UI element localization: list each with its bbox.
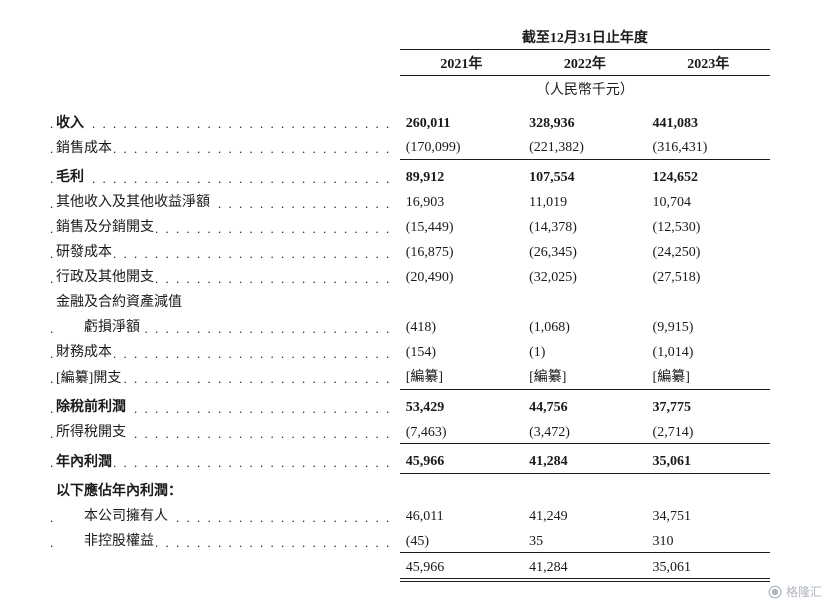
row-label-selling-exp: 銷售及分銷開支 (50, 214, 400, 239)
cell-nci-y2: 35 (523, 528, 646, 553)
cell-nci-y3: 310 (647, 528, 770, 553)
cell-pbt-y1: 53,429 (400, 394, 523, 419)
row-label-fin-impair-net: 虧損淨額 (50, 314, 400, 339)
cell-pbt-y2: 44,756 (523, 394, 646, 419)
header-year-2: 2022年 (523, 50, 646, 76)
row-label-admin-exp: 行政及其他開支 (50, 264, 400, 289)
cell-selling-exp-y2: (14,378) (523, 214, 646, 239)
watermark: 格隆汇 (768, 583, 822, 600)
cell-cost-of-sales-y3: (316,431) (647, 134, 770, 159)
cell-rd-cost-y2: (26,345) (523, 239, 646, 264)
cell-other-income-y1: 16,903 (400, 189, 523, 214)
cell-owners-y3: 34,751 (647, 503, 770, 528)
cell-cost-of-sales-y1: (170,099) (400, 134, 523, 159)
row-label-gross-profit: 毛利 (50, 164, 400, 189)
row-label-pbt: 除稅前利潤 (50, 394, 400, 419)
row-label-other-income: 其他收入及其他收益淨額 (50, 189, 400, 214)
row-label-nci: 非控股權益 (50, 528, 400, 553)
cell-admin-exp-y3: (27,518) (647, 264, 770, 289)
cell-gross-profit-y1: 89,912 (400, 164, 523, 189)
cell-net-profit-y3: 35,061 (647, 448, 770, 473)
cell-revenue-y2: 328,936 (523, 109, 646, 134)
cell-income-tax-y2: (3,472) (523, 419, 646, 444)
cell-gross-profit-y3: 124,652 (647, 164, 770, 189)
cell-nci-y1: (45) (400, 528, 523, 553)
cell-fin-impair-net-y3: (9,915) (647, 314, 770, 339)
row-label-revenue: 收入 (50, 109, 400, 134)
row-label-fin-cost: 財務成本 (50, 339, 400, 364)
row-label-redacted: [編纂]開支 (50, 364, 400, 390)
cell-net-profit-y2: 41,284 (523, 448, 646, 473)
cell-owners-y1: 46,011 (400, 503, 523, 528)
cell-rd-cost-y3: (24,250) (647, 239, 770, 264)
row-label-income-tax: 所得稅開支 (50, 419, 400, 444)
cell-fin-impair-net-y2: (1,068) (523, 314, 646, 339)
cell-selling-exp-y3: (12,530) (647, 214, 770, 239)
cell-cost-of-sales-y2: (221,382) (523, 134, 646, 159)
header-unit: （人民幣千元） (400, 76, 770, 102)
row-label-owners: 本公司擁有人 (50, 503, 400, 528)
header-title: 截至12月31日止年度 (400, 24, 770, 50)
cell-admin-exp-y1: (20,490) (400, 264, 523, 289)
cell-other-income-y3: 10,704 (647, 189, 770, 214)
cell-fin-cost-y2: (1) (523, 339, 646, 364)
cell-gross-profit-y2: 107,554 (523, 164, 646, 189)
watermark-text: 格隆汇 (786, 583, 822, 600)
cell-pbt-y3: 37,775 (647, 394, 770, 419)
header-year-1: 2021年 (400, 50, 523, 76)
cell-revenue-y3: 441,083 (647, 109, 770, 134)
cell-fin-cost-y3: (1,014) (647, 339, 770, 364)
cell-total-attrib-y3: 35,061 (647, 557, 770, 580)
cell-fin-cost-y1: (154) (400, 339, 523, 364)
cell-admin-exp-y2: (32,025) (523, 264, 646, 289)
header-year-3: 2023年 (647, 50, 770, 76)
cell-fin-impair-net-y1: (418) (400, 314, 523, 339)
row-label-cost-of-sales: 銷售成本 (50, 134, 400, 159)
cell-total-attrib-y2: 41,284 (523, 557, 646, 580)
cell-income-tax-y3: (2,714) (647, 419, 770, 444)
income-statement-table: 截至12月31日止年度 2021年 2022年 2023年 （人民幣千元） 收入… (50, 24, 770, 582)
row-label-attrib-hdr: 以下應佔年內利潤： (50, 478, 400, 503)
cell-total-attrib-y1: 45,966 (400, 557, 523, 580)
row-label-fin-impair-hdr: 金融及合約資產減值 (50, 289, 400, 314)
cell-redacted-y3: [編纂] (647, 364, 770, 390)
cell-revenue-y1: 260,011 (400, 109, 523, 134)
cell-owners-y2: 41,249 (523, 503, 646, 528)
cell-rd-cost-y1: (16,875) (400, 239, 523, 264)
cell-net-profit-y1: 45,966 (400, 448, 523, 473)
row-label-rd-cost: 研發成本 (50, 239, 400, 264)
cell-redacted-y1: [編纂] (400, 364, 523, 390)
row-label-net-profit: 年內利潤 (50, 448, 400, 473)
cell-other-income-y2: 11,019 (523, 189, 646, 214)
cell-income-tax-y1: (7,463) (400, 419, 523, 444)
watermark-icon (768, 585, 782, 599)
cell-redacted-y2: [編纂] (523, 364, 646, 390)
cell-selling-exp-y1: (15,449) (400, 214, 523, 239)
